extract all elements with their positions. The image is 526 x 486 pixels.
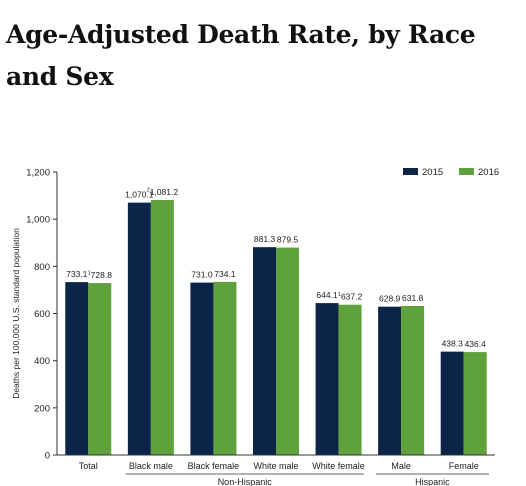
bar-value-label: 734.1	[214, 269, 236, 279]
bar-2016-black-male	[150, 200, 174, 455]
y-tick-label: 200	[34, 403, 50, 414]
bar-2015-female	[440, 351, 464, 455]
legend-swatch	[403, 168, 418, 175]
bar-2015-total	[65, 282, 89, 455]
y-axis: 0 200 400 600 800 1,000 1,200 Deaths per 100,00…	[11, 168, 58, 462]
value-text: 1,081.2	[150, 187, 179, 197]
bar-2015-white-male	[253, 247, 276, 455]
bar-value-label: 628.9	[379, 294, 401, 304]
y-tick-label: 400	[34, 356, 50, 367]
footnote-mark: 1	[88, 271, 91, 277]
bar-value-label: 879.5	[277, 235, 299, 245]
bar-value-label: 631.8	[402, 293, 424, 303]
x-tick-label: Total	[79, 461, 98, 471]
bar-2016-total	[88, 283, 112, 455]
x-axis: Total Black male Black female White male Whi…	[57, 454, 495, 486]
legend: 2015 2016	[403, 167, 499, 178]
bar-2015-male	[378, 306, 402, 455]
bar-2016-white-female	[338, 304, 362, 455]
bar-2016-male	[401, 306, 425, 455]
bar-2016-white-male	[276, 247, 299, 455]
x-tick-label: Female	[449, 461, 479, 471]
bar-chart: 0 200 400 600 800 1,000 1,200 Deaths per 100,00…	[11, 167, 499, 486]
legend-swatch	[459, 168, 474, 175]
group-label: Non-Hispanic	[218, 477, 273, 486]
page-title: Age-Adjusted Death Rate, by Race and Sex	[6, 20, 476, 91]
bar-2015-white-female	[315, 303, 339, 455]
bar-value-label: 21,081.2	[147, 187, 179, 197]
bar-value-label: 644.1	[316, 290, 338, 300]
bar-value-label: 1728.8	[88, 270, 113, 280]
x-tick-label: White female	[312, 461, 365, 471]
bar-2015-black-female	[190, 282, 214, 455]
y-tick-label: 1,200	[26, 168, 50, 179]
bar-value-label: 1637.2	[338, 292, 363, 302]
y-tick-label: 0	[45, 451, 50, 462]
bar-2015-black-male	[127, 202, 151, 455]
bar-value-label: 436.4	[465, 339, 487, 349]
footnote-mark: 2	[147, 188, 150, 194]
bar-value-label: 733.1	[66, 269, 88, 279]
x-tick-label: Male	[391, 461, 411, 471]
bar-2016-female	[463, 352, 487, 455]
x-tick-label: Black male	[129, 461, 173, 471]
bar-value-label: 438.3	[442, 339, 464, 349]
y-tick-label: 1,000	[26, 215, 50, 226]
y-tick-label: 800	[34, 262, 50, 273]
group-label: Hispanic	[415, 477, 450, 486]
legend-label: 2015	[422, 167, 443, 178]
y-axis-title: Deaths per 100,000 U.S. standard populat…	[11, 228, 21, 399]
legend-label: 2016	[478, 167, 499, 178]
bar-value-label: 881.3	[254, 234, 276, 244]
x-tick-label: Black female	[188, 461, 240, 471]
value-text: 637.2	[341, 292, 363, 302]
footnote-mark: 1	[338, 292, 341, 298]
x-tick-label: White male	[253, 461, 298, 471]
bar-value-label: 1,070.1	[125, 190, 154, 200]
value-text: 728.8	[91, 270, 113, 280]
y-tick-label: 600	[34, 309, 50, 320]
bar-2016-black-female	[213, 281, 237, 455]
bar-value-label: 731.0	[191, 270, 213, 280]
